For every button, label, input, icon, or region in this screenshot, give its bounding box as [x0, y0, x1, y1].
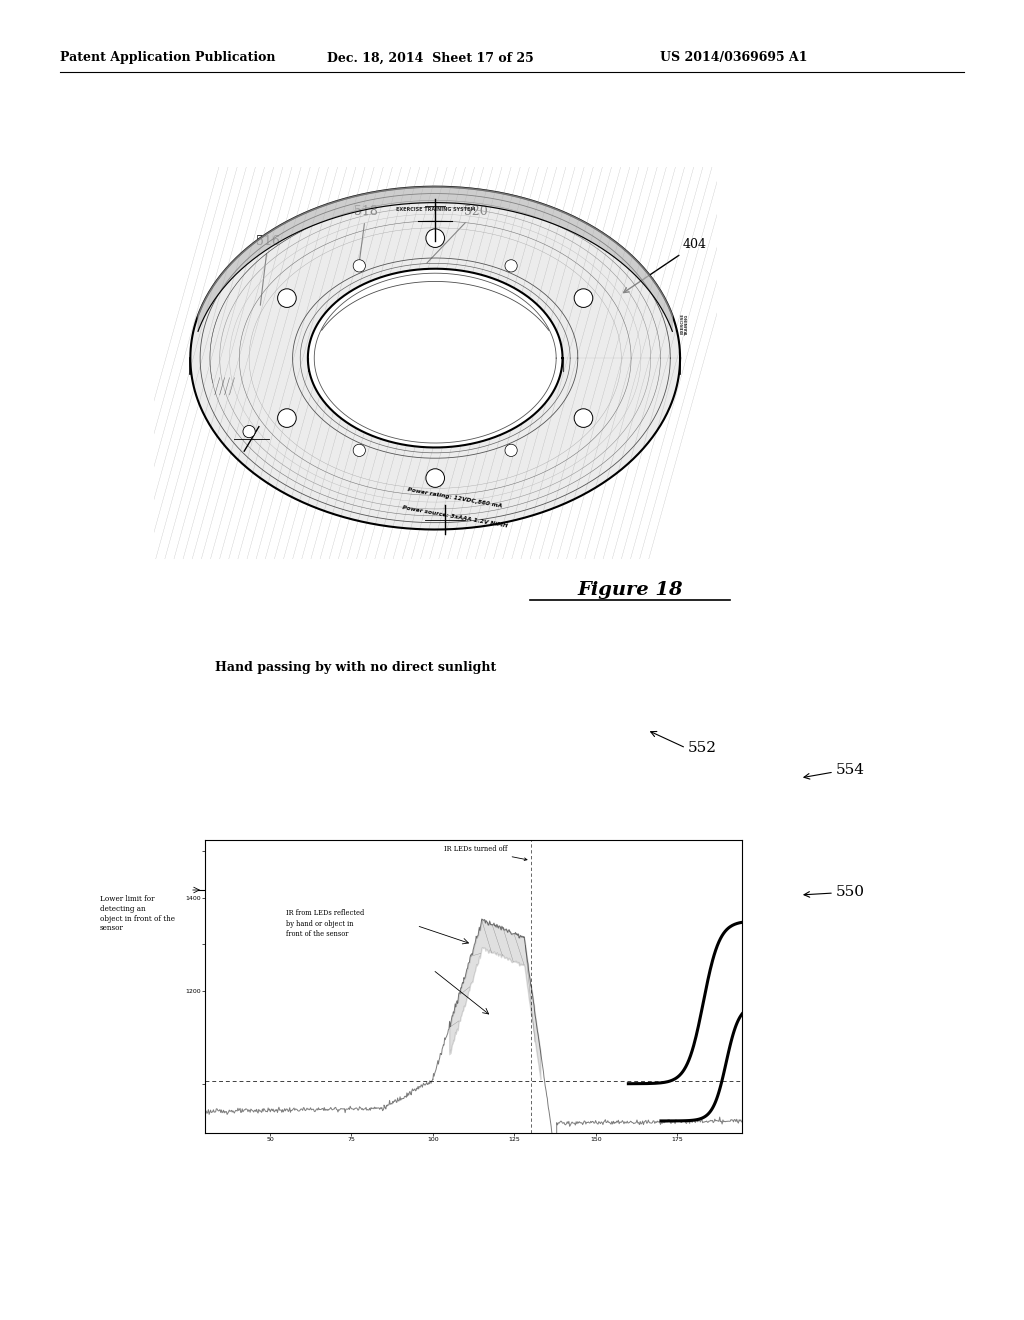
Text: Hand passing by with no direct sunlight: Hand passing by with no direct sunlight	[215, 661, 497, 675]
Polygon shape	[198, 186, 673, 331]
Circle shape	[426, 469, 444, 487]
Circle shape	[574, 409, 593, 428]
Text: Power source: 3xAAA 1.2V NiMH: Power source: 3xAAA 1.2V NiMH	[401, 504, 508, 528]
Text: Dec. 18, 2014  Sheet 17 of 25: Dec. 18, 2014 Sheet 17 of 25	[327, 51, 534, 65]
Circle shape	[505, 445, 517, 457]
Circle shape	[353, 260, 366, 272]
Text: Patent Application Publication: Patent Application Publication	[60, 51, 275, 65]
Text: IR LEDs turned off: IR LEDs turned off	[443, 846, 527, 861]
Circle shape	[278, 409, 296, 428]
Polygon shape	[190, 186, 680, 529]
Polygon shape	[308, 269, 562, 447]
Text: Figure 19: Figure 19	[459, 1006, 565, 1024]
Circle shape	[278, 289, 296, 308]
Text: IR from LEDs reflected
by hand or object in
front of the sensor: IR from LEDs reflected by hand or object…	[287, 909, 365, 939]
Circle shape	[243, 425, 255, 438]
Text: 554: 554	[836, 763, 865, 777]
Text: 516: 516	[256, 235, 280, 305]
Circle shape	[574, 289, 593, 308]
Text: EXERCISE TRAINING SYSTEM: EXERCISE TRAINING SYSTEM	[395, 207, 475, 213]
Text: 550: 550	[836, 884, 865, 899]
Text: 520: 520	[427, 205, 487, 263]
Text: Lower limit for
detecting an
object in front of the
sensor: Lower limit for detecting an object in f…	[100, 895, 175, 932]
Text: 404: 404	[624, 238, 707, 293]
Circle shape	[353, 445, 366, 457]
Text: Power rating: 12VDC,860 mA: Power rating: 12VDC,860 mA	[407, 487, 503, 508]
Text: US 2014/0369695 A1: US 2014/0369695 A1	[660, 51, 808, 65]
Text: 518: 518	[354, 205, 378, 269]
Text: 552: 552	[688, 741, 717, 755]
Circle shape	[426, 228, 444, 247]
Text: EXERCISE
TRAINING: EXERCISE TRAINING	[681, 313, 689, 334]
Circle shape	[505, 260, 517, 272]
Text: Figure 18: Figure 18	[578, 581, 683, 599]
